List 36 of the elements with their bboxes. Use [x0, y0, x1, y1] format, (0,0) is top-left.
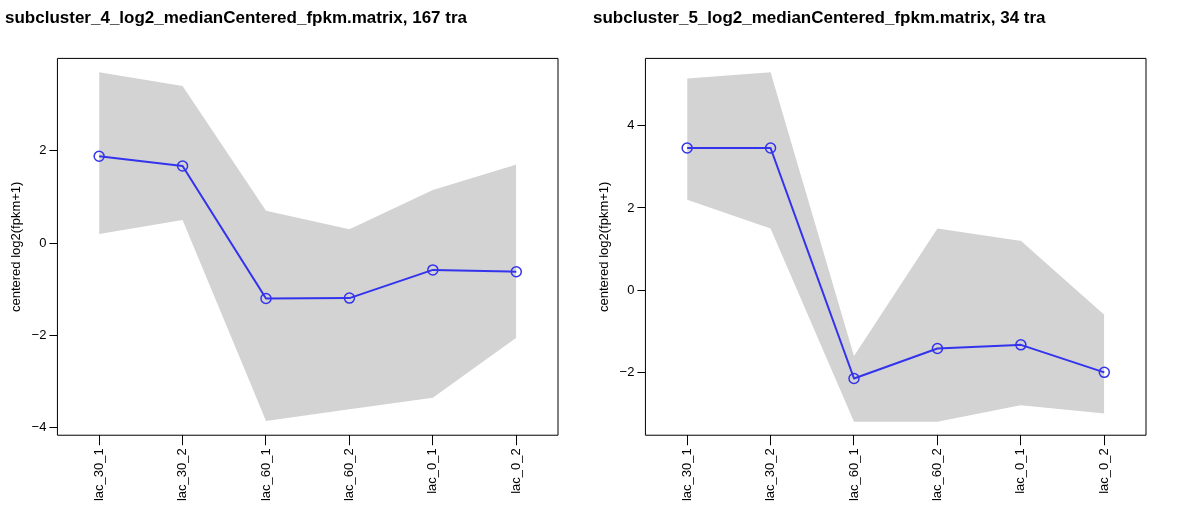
point	[1015, 339, 1027, 351]
y-axis-title: centered log2(fpkm+1)	[8, 181, 24, 313]
point	[931, 342, 944, 355]
y-tick-label: 4	[627, 117, 635, 133]
y-tick-label: 0	[39, 234, 47, 250]
x-tick-label: lac_0_1	[424, 448, 440, 494]
x-tick-label: lac_60_2	[929, 448, 944, 502]
point	[343, 292, 356, 304]
x-tick-label: lac_60_2	[341, 448, 356, 502]
x-tick-label: lac_60_1	[845, 448, 861, 502]
x-tick-label: lac_60_1	[257, 448, 273, 502]
y-tick-label: −2	[31, 327, 47, 343]
y-tick-label: 2	[627, 199, 635, 215]
x-tick-label: lac_0_2	[1095, 448, 1111, 494]
x-tick-label: lac_30_2	[174, 448, 190, 502]
y-tick-label: 0	[627, 281, 635, 297]
point	[1098, 366, 1111, 379]
x-tick-label: lac_0_2	[507, 448, 523, 494]
x-tick-label: lac_30_1	[90, 448, 106, 502]
point	[260, 292, 272, 305]
y-tick-label: −4	[31, 419, 47, 435]
chart-title: subcluster_5_log2_medianCentered_fpkm.matrix, 34 tra	[593, 7, 1047, 27]
point	[848, 372, 860, 385]
point	[176, 160, 189, 172]
point	[510, 266, 523, 278]
point	[427, 264, 439, 276]
y-axis-title: centered log2(fpkm+1)	[596, 181, 612, 313]
point	[764, 142, 777, 154]
x-tick-label: lac_0_1	[1012, 448, 1028, 494]
y-tick-label: 2	[39, 142, 47, 158]
x-tick-label: lac_30_1	[678, 448, 694, 502]
x-tick-label: lac_30_2	[762, 448, 778, 502]
point	[93, 150, 105, 163]
chart-title: subcluster_4_log2_medianCentered_fpkm.matrix, 167 tra	[5, 7, 468, 27]
point	[681, 142, 693, 154]
y-tick-label: −2	[619, 363, 635, 379]
